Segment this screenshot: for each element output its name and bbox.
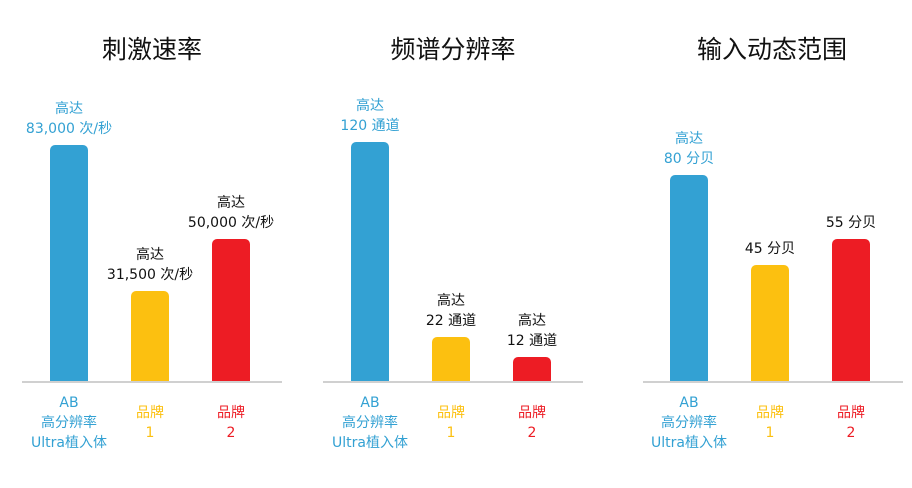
category-label: 品牌 1 <box>437 405 465 441</box>
x-axis-line <box>643 381 903 383</box>
value-label: 55 分贝 <box>825 215 877 232</box>
value-label: 高达 120 通道 <box>340 97 400 134</box>
bar-brand-2 <box>832 239 870 381</box>
bar-brand-2 <box>212 238 250 381</box>
category-label: AB 高分辨率 Ultra植入体 <box>651 395 727 451</box>
bar-ab <box>50 144 88 381</box>
value-label: 高达 31,500 次/秒 <box>106 247 194 284</box>
bar-brand-2 <box>513 357 551 381</box>
value-label: 高达 12 通道 <box>506 313 558 350</box>
chart-title: 频谱分辨率 <box>390 35 516 64</box>
category-label: 品牌 1 <box>136 405 164 441</box>
chart-title: 刺激速率 <box>101 35 202 64</box>
value-label: 高达 22 通道 <box>425 293 477 330</box>
chart-stimulation-rate: 刺激速率 高达 83,000 次/秒 AB 高分辨率 Ultra植入体 高达 31,… <box>2 0 302 488</box>
bar-brand-1 <box>432 337 470 381</box>
value-label: 高达 80 分贝 <box>663 130 715 167</box>
x-axis-line <box>22 381 282 383</box>
value-label: 高达 83,000 次/秒 <box>25 100 113 137</box>
category-label: AB 高分辨率 Ultra植入体 <box>332 395 408 451</box>
category-label: AB 高分辨率 Ultra植入体 <box>31 395 107 451</box>
value-label: 高达 50,000 次/秒 <box>187 194 275 231</box>
chart-input-dynamic-range: 输入动态范围 高达 80 分贝 AB 高分辨率 Ultra植入体 45 分贝品牌 1… <box>622 0 912 488</box>
chart-title: 输入动态范围 <box>696 35 847 64</box>
bar-ab <box>351 141 389 381</box>
bar-brand-1 <box>751 265 789 381</box>
category-label: 品牌 1 <box>756 405 784 441</box>
bar-brand-1 <box>131 291 169 381</box>
bar-ab <box>670 174 708 381</box>
category-label: 品牌 2 <box>518 405 546 441</box>
chart-spectral-resolution: 频谱分辨率 高达 120 通道 AB 高分辨率 Ultra植入体 高达 22 通道品… <box>303 0 603 488</box>
x-axis-line <box>323 381 583 383</box>
category-label: 品牌 2 <box>837 405 865 441</box>
value-label: 45 分贝 <box>744 241 796 258</box>
category-label: 品牌 2 <box>217 405 245 441</box>
